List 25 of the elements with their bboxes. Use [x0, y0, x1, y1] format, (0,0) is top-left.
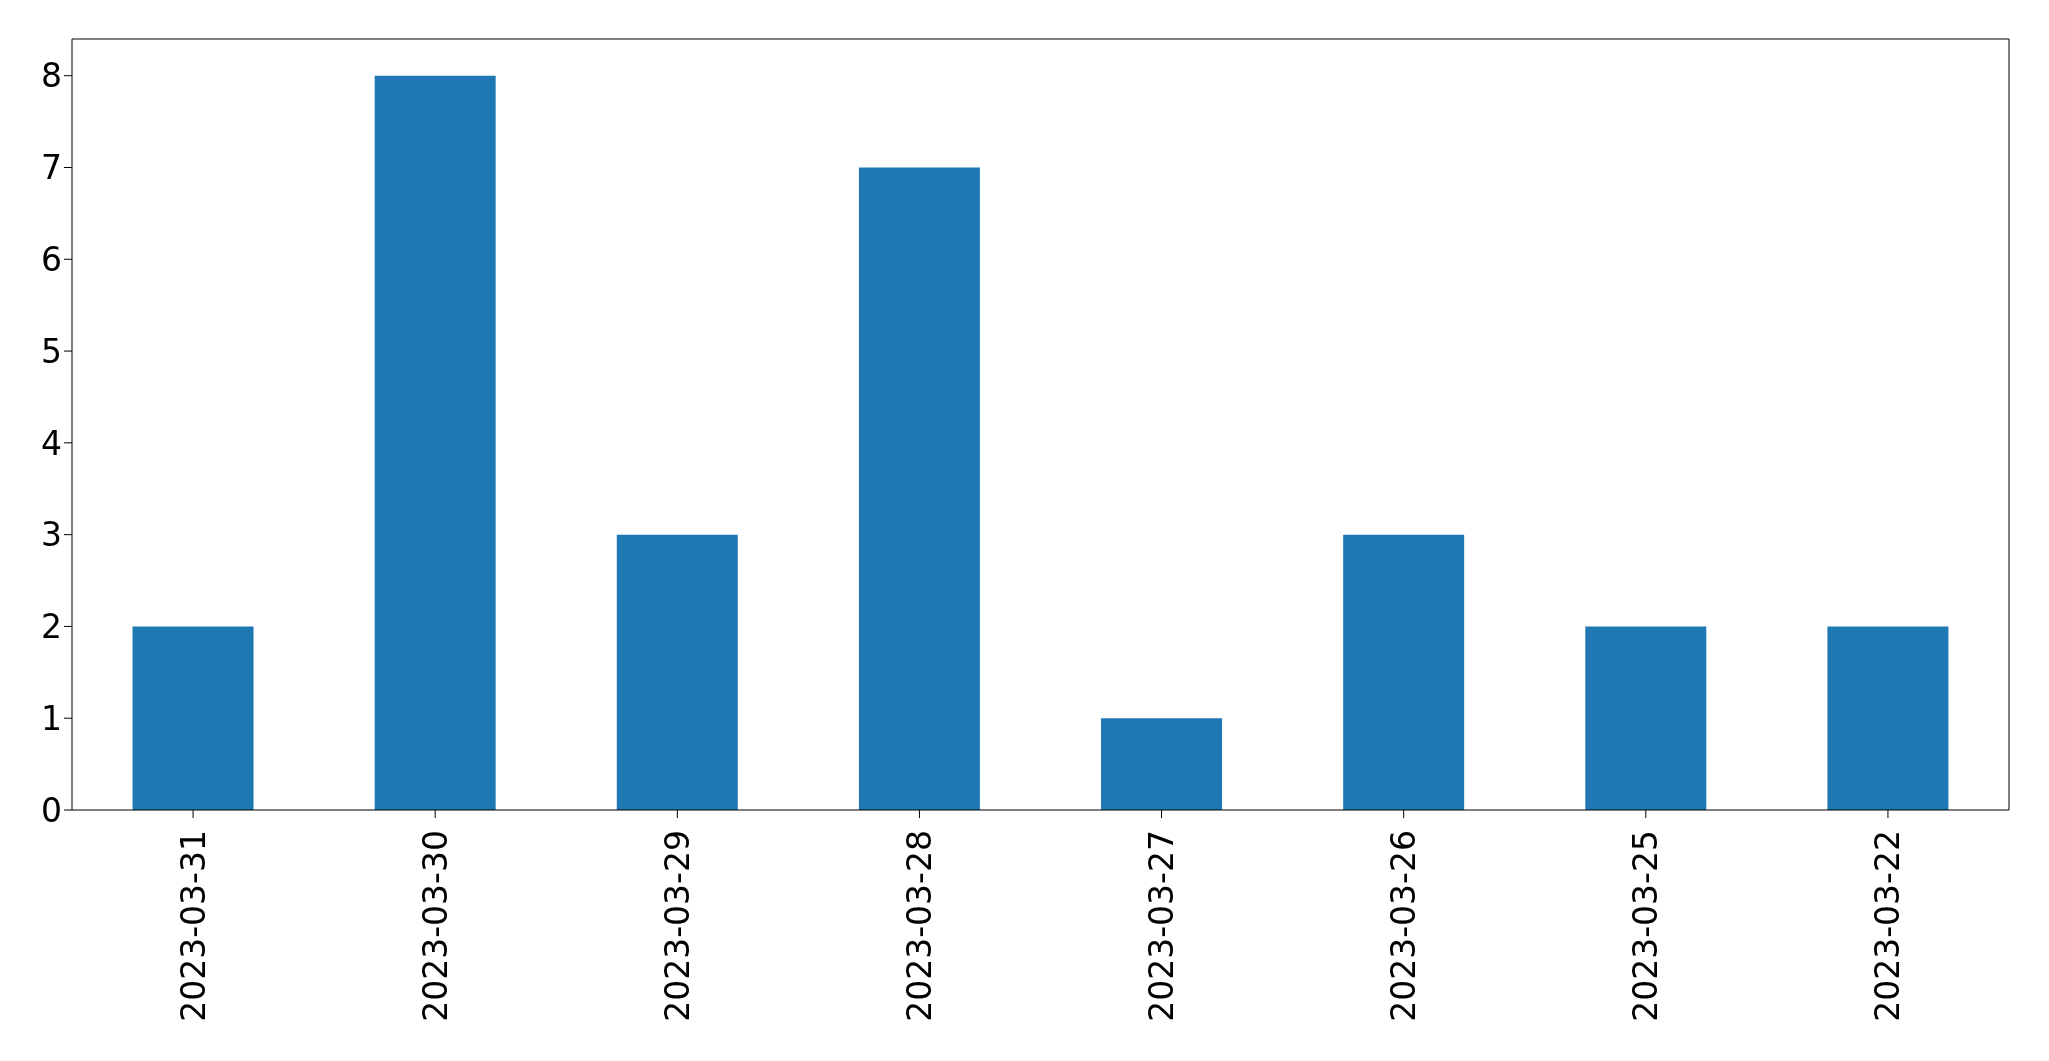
y-tick-label: 3 [41, 515, 62, 555]
y-tick-label: 2 [41, 607, 62, 647]
y-tick-label: 8 [41, 56, 62, 96]
x-tick-label: 2023-03-26 [1384, 830, 1424, 1022]
x-tick-label: 2023-03-30 [415, 830, 455, 1022]
x-tick-label: 2023-03-25 [1626, 830, 1666, 1022]
x-tick-label: 2023-03-22 [1868, 830, 1908, 1022]
x-tick-label: 2023-03-29 [657, 830, 697, 1022]
bar [1101, 718, 1223, 810]
bar [1827, 626, 1949, 810]
y-tick-label: 1 [41, 698, 62, 738]
x-tick-label: 2023-03-27 [1142, 830, 1182, 1022]
bar [616, 534, 738, 810]
bar [132, 626, 254, 810]
x-tick-label: 2023-03-31 [173, 830, 213, 1022]
y-tick-label: 4 [41, 423, 62, 463]
x-tick-label: 2023-03-28 [899, 830, 939, 1022]
y-tick-label: 7 [41, 148, 62, 188]
y-tick-label: 0 [41, 790, 62, 830]
bar [1585, 626, 1707, 810]
y-tick-label: 6 [41, 240, 62, 279]
bar [374, 75, 496, 810]
bar [858, 167, 980, 810]
bar [1343, 534, 1465, 810]
y-tick-label: 5 [41, 331, 62, 371]
